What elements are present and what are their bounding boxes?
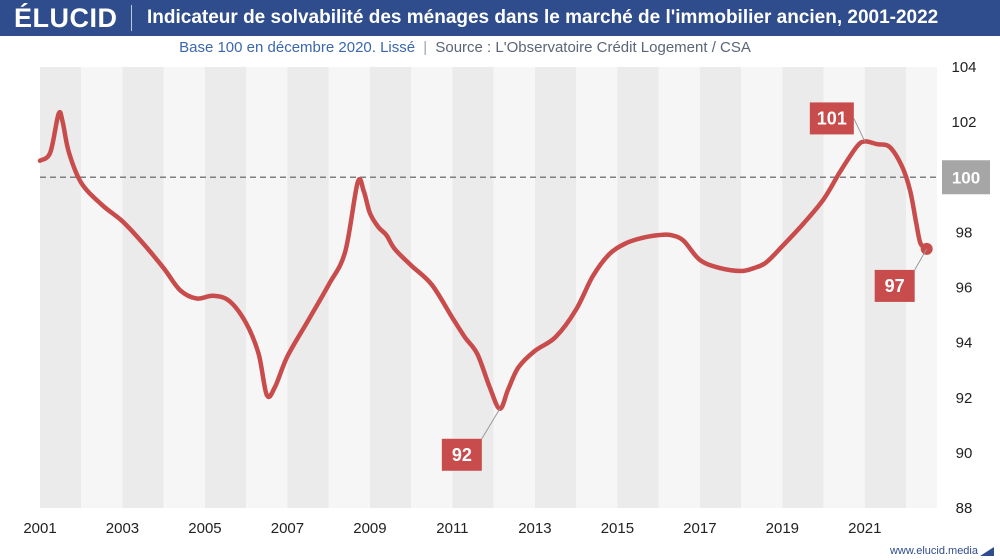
x-tick-label: 2015 bbox=[601, 520, 634, 537]
x-tick-label: 2005 bbox=[188, 520, 221, 537]
annotation-leader-line bbox=[914, 248, 928, 271]
y-tick-label: 88 bbox=[956, 500, 973, 517]
year-band-2006 bbox=[246, 67, 288, 508]
subtitle-separator: | bbox=[423, 39, 428, 56]
year-band-2008 bbox=[328, 67, 370, 508]
header-bar: ÉLUCID Indicateur de solvabilité des mén… bbox=[0, 0, 1000, 36]
annotation-leader-line bbox=[481, 408, 501, 440]
x-tick-label: 2007 bbox=[271, 520, 304, 537]
subtitle-source: Source : L'Observatoire Crédit Logement … bbox=[435, 39, 751, 56]
x-tick-label: 2009 bbox=[353, 520, 386, 537]
year-band-2007 bbox=[287, 67, 329, 508]
x-tick-label: 2017 bbox=[683, 520, 716, 537]
year-band-2004 bbox=[163, 67, 205, 508]
year-band-2020 bbox=[823, 67, 865, 508]
y-tick-label: 96 bbox=[956, 280, 973, 297]
reference-label-box bbox=[942, 160, 990, 195]
y-tick-label: 90 bbox=[956, 445, 973, 462]
year-band-2005 bbox=[204, 67, 247, 508]
subtitle-base: Base 100 en décembre 2020. Lissé bbox=[179, 39, 416, 56]
x-tick-label: 2021 bbox=[848, 520, 881, 537]
year-band-2016 bbox=[658, 67, 700, 508]
y-tick-label: 104 bbox=[951, 59, 976, 76]
year-band-2014 bbox=[576, 67, 618, 508]
annotation-box bbox=[441, 438, 482, 471]
header-divider bbox=[131, 5, 132, 31]
year-band-2002 bbox=[81, 67, 123, 508]
year-band-2011 bbox=[452, 67, 494, 508]
y-tick-label: 94 bbox=[956, 335, 973, 352]
year-band-2001 bbox=[40, 67, 82, 508]
x-tick-label: 2001 bbox=[23, 520, 56, 537]
annotation-box bbox=[874, 269, 915, 302]
year-band-2003 bbox=[122, 67, 164, 508]
y-tick-label: 98 bbox=[956, 224, 973, 241]
chart-subtitle: Base 100 en décembre 2020. Lissé | Sourc… bbox=[0, 39, 930, 56]
footer-logo-icon bbox=[980, 547, 994, 556]
footer-url[interactable]: www.elucid.media bbox=[889, 545, 978, 557]
annotation-label: 97 bbox=[885, 276, 905, 296]
year-band-2017 bbox=[699, 67, 742, 508]
chart-title: Indicateur de solvabilité des ménages da… bbox=[147, 7, 939, 28]
x-tick-label: 2013 bbox=[518, 520, 551, 537]
reference-label-text: 100 bbox=[952, 168, 980, 187]
annotation-leader-line bbox=[853, 118, 866, 142]
annotation-label: 92 bbox=[452, 445, 472, 465]
x-tick-label: 2003 bbox=[106, 520, 139, 537]
year-band-2012 bbox=[493, 67, 535, 508]
annotation-box bbox=[809, 102, 854, 135]
series-line bbox=[37, 109, 929, 412]
elucid-logo[interactable]: ÉLUCID bbox=[14, 3, 118, 33]
year-band-2018 bbox=[741, 67, 783, 508]
x-tick-label: 2019 bbox=[766, 520, 799, 537]
year-band-2015 bbox=[617, 67, 659, 508]
x-tick-label: 2011 bbox=[436, 520, 468, 537]
year-band-2013 bbox=[534, 67, 577, 508]
y-tick-label: 92 bbox=[956, 390, 973, 407]
y-tick-label: 102 bbox=[951, 114, 976, 131]
year-band-2019 bbox=[782, 67, 824, 508]
annotation-label: 101 bbox=[817, 108, 847, 128]
year-band-2009 bbox=[369, 67, 412, 508]
